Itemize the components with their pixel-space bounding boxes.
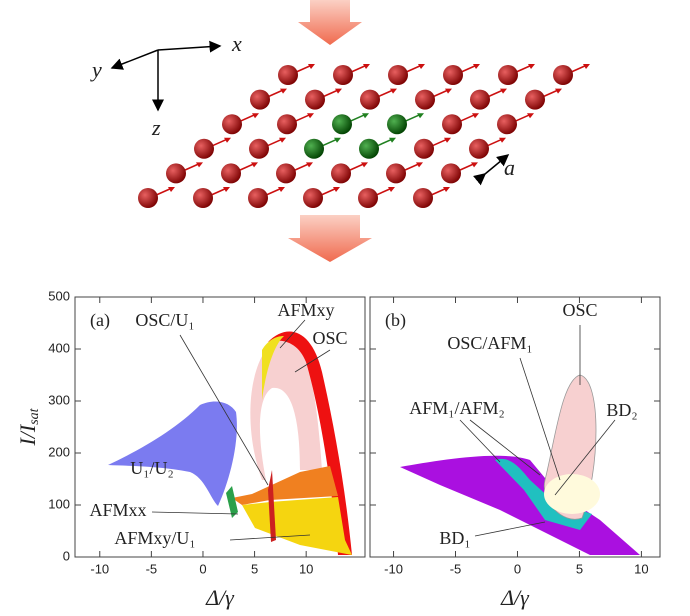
lattice [138, 64, 590, 208]
x-tick-label: -5 [450, 561, 462, 576]
axis-symbol-label: y [90, 57, 102, 82]
y-tick-label: 0 [63, 548, 70, 563]
atom [250, 90, 270, 110]
atom [166, 163, 186, 183]
region-label: OSC/AFM₁ [447, 333, 532, 353]
region-label: U₁/U₂ [130, 458, 174, 478]
x-axis-label: Δ/γ [205, 585, 235, 610]
region-label: AFM₁/AFM₂ [409, 398, 505, 418]
region-label: BD₂ [606, 400, 637, 420]
beam-arrow [298, 0, 362, 45]
atom [553, 65, 573, 85]
atom [387, 114, 407, 134]
y-tick-label: 100 [48, 496, 70, 511]
atom [331, 163, 351, 183]
y-axis-label-sub: sat [27, 407, 42, 424]
atom [249, 139, 269, 159]
atom [276, 163, 296, 183]
atom [441, 163, 461, 183]
region-label: AFMxx [89, 500, 146, 520]
region-label: AFMxy/U₁ [114, 528, 195, 548]
x-tick-label: -5 [146, 561, 158, 576]
atom [359, 139, 379, 159]
region-label: BD₁ [439, 528, 470, 548]
axis-symbol-label: x [231, 31, 242, 56]
x-tick-label: -10 [384, 561, 403, 576]
atom [386, 163, 406, 183]
atom [333, 65, 353, 85]
y-tick-label: 300 [48, 392, 70, 407]
atom [415, 90, 435, 110]
atom [304, 139, 324, 159]
region [242, 497, 352, 555]
y-tick-label: 200 [48, 444, 70, 459]
region [108, 401, 237, 506]
atom [303, 188, 323, 208]
x-tick-label: 0 [514, 561, 521, 576]
atom [222, 114, 242, 134]
atom [138, 188, 158, 208]
panel-label: (a) [90, 310, 110, 331]
x-tick-label: 10 [299, 561, 313, 576]
atom [278, 65, 298, 85]
atom [221, 163, 241, 183]
region [226, 486, 238, 518]
atom [470, 90, 490, 110]
x-tick-label: 5 [576, 561, 583, 576]
atom [443, 65, 463, 85]
atom [248, 188, 268, 208]
y-tick-label: 500 [48, 288, 70, 303]
y-axis-label-main: I/I [15, 423, 40, 446]
x-axis-label: Δ/γ [500, 585, 530, 610]
atom [442, 114, 462, 134]
x-tick-label: 5 [251, 561, 258, 576]
x-tick-label: 0 [199, 561, 206, 576]
region-label: AFMxy [277, 300, 334, 320]
x-tick-label: 10 [634, 561, 648, 576]
atom [413, 188, 433, 208]
region-label: OSC/U₁ [135, 310, 194, 330]
atom [305, 90, 325, 110]
y-tick-label: 400 [48, 340, 70, 355]
atom [194, 139, 214, 159]
spacing-label: a [504, 155, 515, 180]
atom [498, 65, 518, 85]
y-axis-label: I/Isat [15, 407, 42, 446]
atom [358, 188, 378, 208]
region-label: OSC [312, 328, 347, 348]
beam-arrow [288, 215, 372, 262]
region-label: OSC [562, 300, 597, 320]
atom [277, 114, 297, 134]
x-tick-label: -10 [90, 561, 109, 576]
panel-a-regions [108, 332, 352, 555]
figure: x y z a -10-505100100200300400500(a)Δ/γI… [0, 0, 690, 616]
atom [414, 139, 434, 159]
axis-symbol-label: z [151, 115, 161, 140]
region [544, 474, 600, 514]
atom [469, 139, 489, 159]
panel-label: (b) [385, 310, 406, 331]
atom [360, 90, 380, 110]
atom [525, 90, 545, 110]
atom [332, 114, 352, 134]
atom [388, 65, 408, 85]
atom [193, 188, 213, 208]
atom [497, 114, 517, 134]
